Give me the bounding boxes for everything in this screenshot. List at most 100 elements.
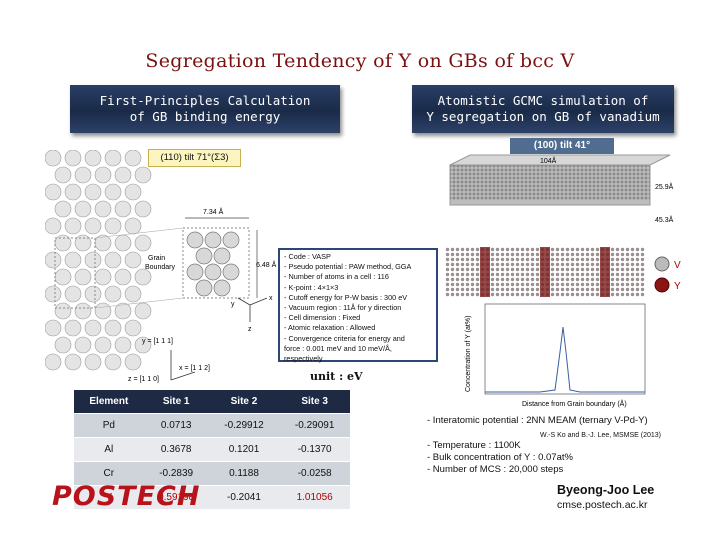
slide-title: Segregation Tendency of Y on GBs of bcc … [145,50,575,72]
table-cell: -0.0258 [279,461,350,486]
lattice-atom [84,319,102,337]
lattice-atom [114,234,132,252]
param-line: - Code : VASP [284,252,331,261]
gcmc-length-label: 104Å [540,156,557,165]
lattice-atom [134,166,152,184]
table-header-cell: Site 1 [143,390,209,414]
param-line: - Pseudo potential : PAW method, GGA [284,262,412,272]
lattice-atom [94,234,112,252]
lattice-atom [134,268,152,286]
slab-top-edge [449,154,671,166]
lattice-atom [84,285,102,303]
table-cell: Pd [74,413,144,438]
triad-y-label: y [231,301,235,308]
table-row: Y 0.59198 -0.2041 1.01056 [74,485,350,510]
lattice-atom [54,234,72,252]
lattice-atom [124,150,142,167]
table-cell: 0.3678 [143,437,209,462]
lattice-atom [54,336,72,354]
table-cell: -0.29091 [279,413,350,438]
triad-x-axis [249,297,268,306]
lattice-atom [64,217,82,235]
lattice-atom [45,183,62,201]
param-line: - Cell dimension : Fixed [284,313,361,323]
calculation-parameters-box: - Code : VASP - Pseudo potential : PAW m… [278,248,438,364]
gb-atom [195,247,213,265]
lattice-atom [54,302,72,320]
param-line: - Number of atoms in a cell : 116 [284,272,389,282]
axis-x-label: x = [1 1 2] [179,365,210,372]
concentration-plot-frame [484,303,646,395]
param-line: - Atomic relaxation : Allowed [284,323,376,333]
lattice-atom [94,166,112,184]
segregation-band-2 [540,247,550,297]
table-row: Al 0.3678 0.1201 -0.1370 [74,437,350,462]
lattice-atom [64,251,82,269]
gb-atom [222,263,240,281]
unit-label: unit : eV [310,370,363,383]
first-principles-banner: First-Principles Calculation of GB bindi… [70,85,340,133]
legend-v-label: V [674,260,681,271]
zoom-line-bottom [94,297,184,309]
binding-energy-table: Element Site 1 Site 2 Site 3 Pd 0.0713 -… [74,390,350,510]
lattice-atom [114,302,132,320]
lattice-atom [84,353,102,371]
lattice-atom [114,336,132,354]
gb-atom [204,231,222,249]
lattice-atom [64,183,82,201]
left-tilt-label: (110) tilt 71°(Σ3) [148,149,241,167]
param-line: force : 0.001 meV and 10 meV/Å, [284,343,392,353]
lattice-atom [94,200,112,218]
table-cell: -0.2839 [143,461,209,486]
lattice-atom [134,336,152,354]
lattice-atom [84,251,102,269]
lattice-atom [64,319,82,337]
table-cell: -0.2041 [208,485,280,510]
postech-logo: POSTECH [52,481,201,512]
lattice-atom [54,200,72,218]
gcmc-banner-line1: Atomistic GCMC simulation of [437,93,649,108]
lattice-atom [74,200,92,218]
lattice-atom [134,234,152,252]
lattice-atom [64,285,82,303]
concentration-plot-ylabel: Concentration of Y (at%) [465,316,472,392]
lattice-atom [124,183,142,201]
grain-boundary-label-2: Boundary [145,264,175,271]
param-line: respectively [284,354,323,364]
gb-atom [213,247,231,265]
lattice-atom [104,251,122,269]
axis-arrow-x [170,371,196,381]
table-cell: Al [74,437,144,462]
condition-line: - Number of MCS : 20,000 steps [427,464,564,475]
lattice-atom [104,319,122,337]
segregation-band-1 [480,247,490,297]
gb-atomic-structure-figure: 7.34 Å 6.48 Å Grain Boundary y = [1 1 1]… [45,150,277,383]
table-cell: Y [74,485,144,510]
param-line: - Cutoff energy for P-W basis : 300 eV [284,292,408,302]
lattice-atom [74,268,92,286]
unit-cell-outline [54,237,96,309]
table-header-cell: Element [74,390,144,414]
lattice-atom [45,251,62,269]
legend-v-marker [654,256,670,272]
lattice-atom [74,234,92,252]
website-text: cmse.postech.ac.kr [557,499,648,511]
gb-zoom-atoms [186,231,240,297]
gcmc-dim1-label: 25.9Å [655,182,674,191]
table-row: Pd 0.0713 -0.29912 -0.29091 [74,413,350,438]
zoom-line-top [94,227,184,239]
lattice-atom [84,217,102,235]
height-dimension-label: 6.48 Å [256,260,277,269]
lattice-atom [74,336,92,354]
lattice-atom [124,217,142,235]
lattice-atom [64,150,82,167]
lattice-atom [54,268,72,286]
param-line: - K-point : 4×1×3 [284,282,339,292]
triad-y-axis [237,297,251,306]
lattice-atom [114,166,132,184]
right-tilt-label: (100) tilt 41° [510,138,614,154]
interatomic-potential-text: - Interatomic potential : 2NN MEAM (tern… [427,415,648,426]
segregation-band-3 [600,247,610,297]
gb-atom [204,263,222,281]
author-name: Byeong-Joo Lee [557,483,655,497]
